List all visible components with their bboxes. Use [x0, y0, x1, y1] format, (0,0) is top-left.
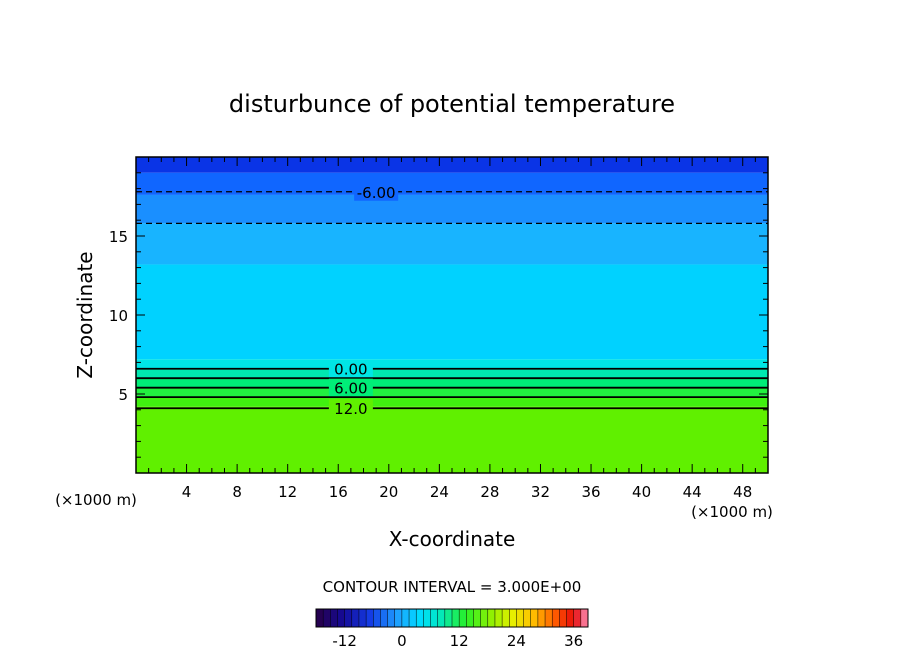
filled-layer-2 [136, 194, 768, 224]
colorbar-cell [516, 609, 524, 627]
x-tick-label: 32 [531, 483, 550, 501]
colorbar-cell [373, 609, 381, 627]
filled-layer-10 [136, 406, 768, 473]
contour-label-6: 12.0 [334, 400, 367, 418]
chart-title: disturbunce of potential temperature [229, 90, 675, 118]
colorbar-cell [323, 609, 331, 627]
colorbar-cell [366, 609, 374, 627]
contour-label-0: -6.00 [357, 184, 396, 202]
contour-label-bg-4 [328, 378, 373, 397]
contour-interval-text: CONTOUR INTERVAL = 3.000E+00 [323, 578, 582, 596]
x-tick-label: 24 [430, 483, 449, 501]
colorbar-cell [466, 609, 474, 627]
colorbar-cell [502, 609, 510, 627]
contour-label-bg-0 [354, 182, 399, 201]
y-axis-label: Z-coordinate [73, 251, 97, 378]
colorbar-cell [330, 609, 338, 627]
colorbar-cell [523, 609, 532, 627]
contour-label-4: 6.00 [334, 380, 367, 398]
colorbar-cell [473, 609, 481, 627]
colorbar: -12 0 12 24 36 [315, 608, 589, 650]
x-tick-label: 20 [379, 483, 398, 501]
colorbar-cell [552, 609, 560, 627]
colorbar-cell [494, 609, 503, 627]
plot-area [136, 157, 768, 473]
colorbar-tick-label: 0 [397, 632, 407, 650]
colorbar-cell [537, 609, 546, 627]
colorbar-cell [409, 609, 417, 627]
colorbar-cell [380, 609, 388, 627]
colorbar-cell [530, 609, 539, 627]
colorbar-cell [559, 609, 567, 627]
colorbar-cell [545, 609, 553, 627]
colorbar-cell [337, 609, 345, 627]
filled-layer-4 [136, 264, 768, 360]
colorbar-tick-label: -12 [332, 632, 357, 650]
x-tick-label: 28 [480, 483, 499, 501]
filled-layer-3 [136, 223, 768, 265]
colorbar-cell [452, 609, 460, 627]
colorbar-cell [509, 609, 517, 627]
y-tick-label: 5 [118, 386, 128, 404]
filled-layer-0 [136, 157, 768, 173]
colorbar-cell [566, 609, 574, 627]
colorbar-cell [344, 609, 353, 627]
x-axis-unit: (×1000 m) [691, 503, 773, 521]
filled-layer-8 [136, 387, 768, 398]
filled-layer-7 [136, 378, 768, 388]
contour-lines: -6.00 0.006.00 12.0 [136, 182, 768, 418]
colorbar-cell [416, 609, 424, 627]
colorbar-cell [487, 609, 496, 627]
colorbar-cell [444, 609, 453, 627]
contour-label-2: 0.00 [334, 361, 367, 379]
x-tick-label: 8 [232, 483, 242, 501]
y-axis-unit: (×1000 m) [55, 491, 137, 509]
x-tick-label: 4 [182, 483, 192, 501]
filled-layer-5 [136, 359, 768, 369]
y-tick-label: 15 [109, 228, 128, 246]
colorbar-cell [394, 609, 403, 627]
contour-label-bg-2 [328, 359, 373, 378]
colorbar-cell [580, 609, 589, 627]
x-tick-label: 36 [581, 483, 600, 501]
colorbar-cell [437, 609, 446, 627]
colorbar-cell [480, 609, 489, 627]
filled-layer-9 [136, 397, 768, 407]
colorbar-cell [358, 609, 367, 627]
colorbar-cell [316, 609, 324, 627]
colorbar-cell [351, 609, 360, 627]
colorbar-cell [387, 609, 396, 627]
filled-layer-1 [136, 172, 768, 195]
colorbar-tick-label: 12 [450, 632, 469, 650]
x-tick-label: 12 [278, 483, 297, 501]
colorbar-cell [423, 609, 431, 627]
colorbar-cell [430, 609, 438, 627]
x-axis-label: X-coordinate [389, 527, 516, 551]
x-tick-label: 40 [632, 483, 651, 501]
y-tick-label: 10 [109, 307, 128, 325]
colorbar-cell [573, 609, 582, 627]
filled-layer-6 [136, 368, 768, 379]
contour-label-bg-6 [328, 399, 373, 418]
colorbar-tick-label: 36 [564, 632, 583, 650]
x-tick-label: 16 [329, 483, 348, 501]
x-tick-label: 48 [733, 483, 752, 501]
x-tick-label: 44 [683, 483, 702, 501]
colorbar-cell [459, 609, 467, 627]
colorbar-tick-label: 24 [507, 632, 526, 650]
colorbar-cell [401, 609, 410, 627]
colorbar-frame [315, 608, 589, 628]
